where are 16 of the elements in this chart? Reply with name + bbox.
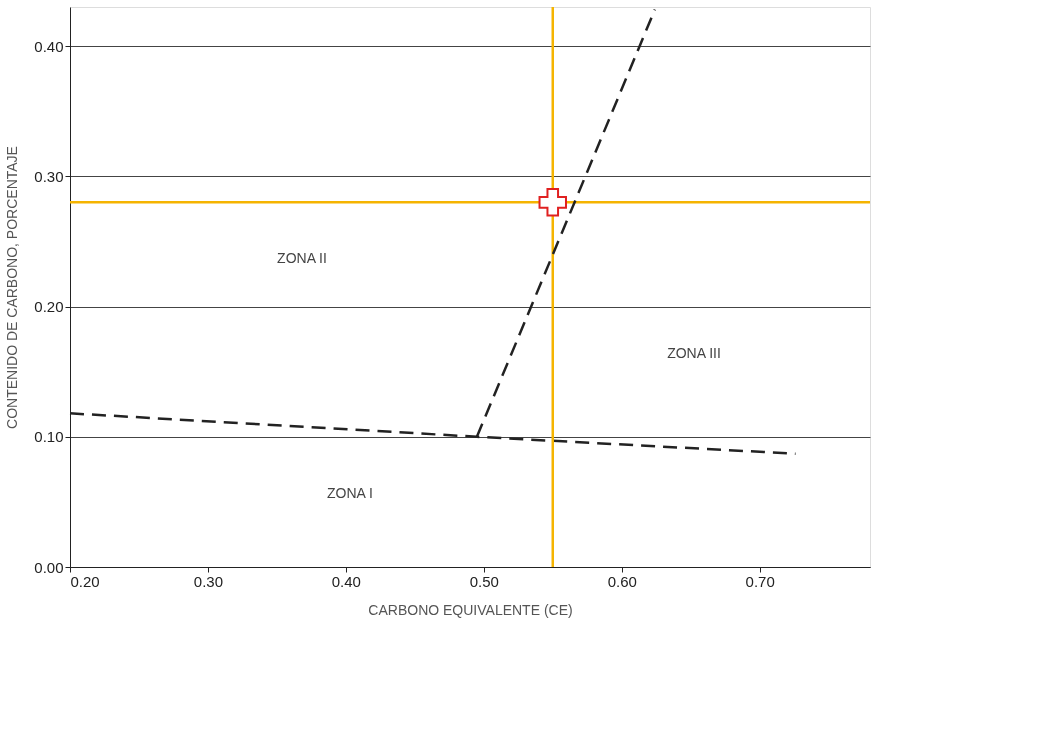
y-tick-label: 0.10: [34, 428, 64, 446]
x-axis-title: CARBONO EQUIVALENTE (CE): [368, 601, 573, 618]
x-tick-label: 0.50: [469, 572, 499, 590]
x-tick-label: 0.70: [745, 572, 775, 590]
x-tick-label: 0.20: [70, 572, 100, 590]
y-tick-label: 0.00: [34, 558, 64, 576]
x-tick-label: 0.40: [331, 572, 361, 590]
y-axis-title: CONTENIDO DE CARBONO, PORCENTAJE: [4, 146, 21, 429]
annotation: ZONA III: [667, 345, 721, 362]
y-tick-label: 0.20: [34, 298, 64, 316]
x-tick-label: 0.30: [193, 572, 224, 590]
annotation: ZONA II: [277, 250, 327, 266]
x-tick-label: 0.60: [607, 572, 637, 590]
y-tick-label: 0.40: [34, 37, 64, 55]
annotation: ZONA I: [327, 485, 373, 502]
y-tick-label: 0.30: [34, 167, 64, 185]
